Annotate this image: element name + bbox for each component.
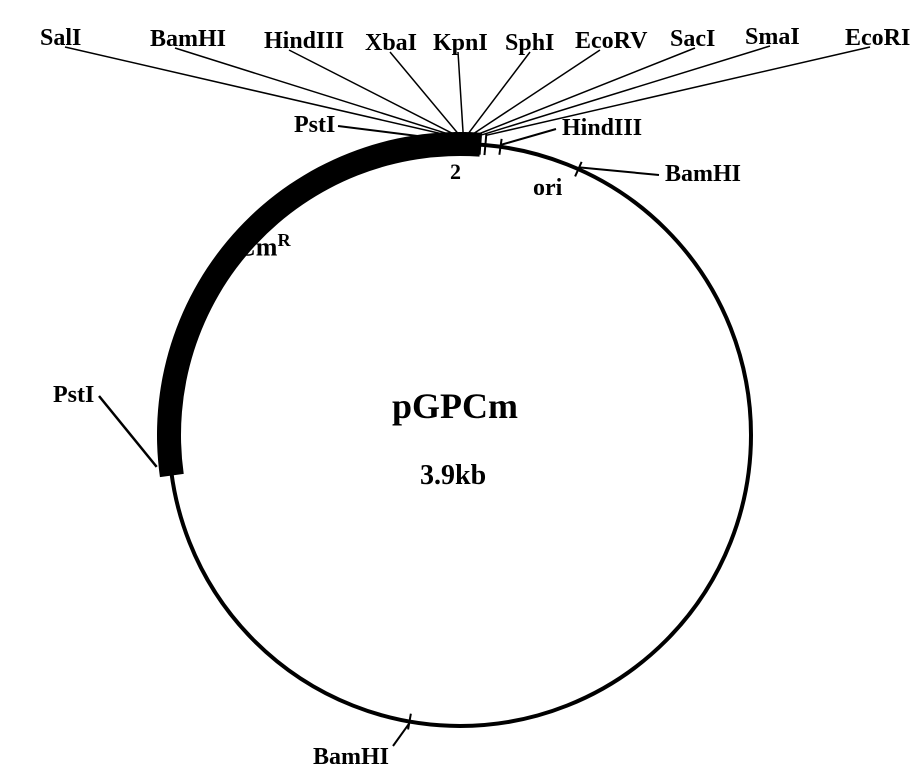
mcs-tick — [475, 132, 476, 154]
mcs-tick — [449, 132, 450, 154]
mcs-leader — [487, 47, 870, 135]
mcs-label: SmaI — [745, 24, 800, 51]
mcs-leader — [458, 52, 463, 134]
psti-outer-label: PstI — [53, 382, 94, 409]
leader-psti-outer — [99, 396, 157, 467]
mcs-tick — [444, 132, 445, 154]
plasmid-size: 3.9kb — [420, 460, 486, 492]
mcs-label: HindIII — [264, 28, 344, 55]
ori-label: ori — [533, 175, 562, 202]
mcs-leader — [468, 52, 530, 134]
leader-hindiii — [501, 129, 556, 145]
mcs-label: KpnI — [433, 30, 488, 57]
bamhi-top-label: BamHI — [665, 161, 741, 188]
mcs-label: EcoRV — [575, 28, 647, 55]
mcs-label: SacI — [670, 26, 715, 53]
tick-two: 2 — [450, 159, 461, 185]
bamhi-bottom-label: BamHI — [313, 744, 389, 771]
cmr-label: CmR — [237, 230, 291, 263]
hindiii-inner-label: HindIII — [562, 115, 642, 142]
mcs-label: SalI — [40, 25, 81, 52]
mcs-leader — [390, 52, 458, 134]
mcs-label: SphI — [505, 30, 554, 57]
plasmid-name: pGPCm — [392, 385, 518, 427]
mcs-label: XbaI — [365, 30, 417, 57]
leader-psti-inner — [338, 126, 439, 139]
mcs-tick — [484, 133, 486, 155]
mcs-tick — [470, 132, 471, 154]
psti-inner-label: PstI — [294, 112, 335, 139]
mcs-label: EcoRI — [845, 25, 910, 52]
mcs-leader — [65, 47, 444, 134]
leader-bamhi-bottom — [393, 724, 409, 746]
mcs-label: BamHI — [150, 26, 226, 53]
